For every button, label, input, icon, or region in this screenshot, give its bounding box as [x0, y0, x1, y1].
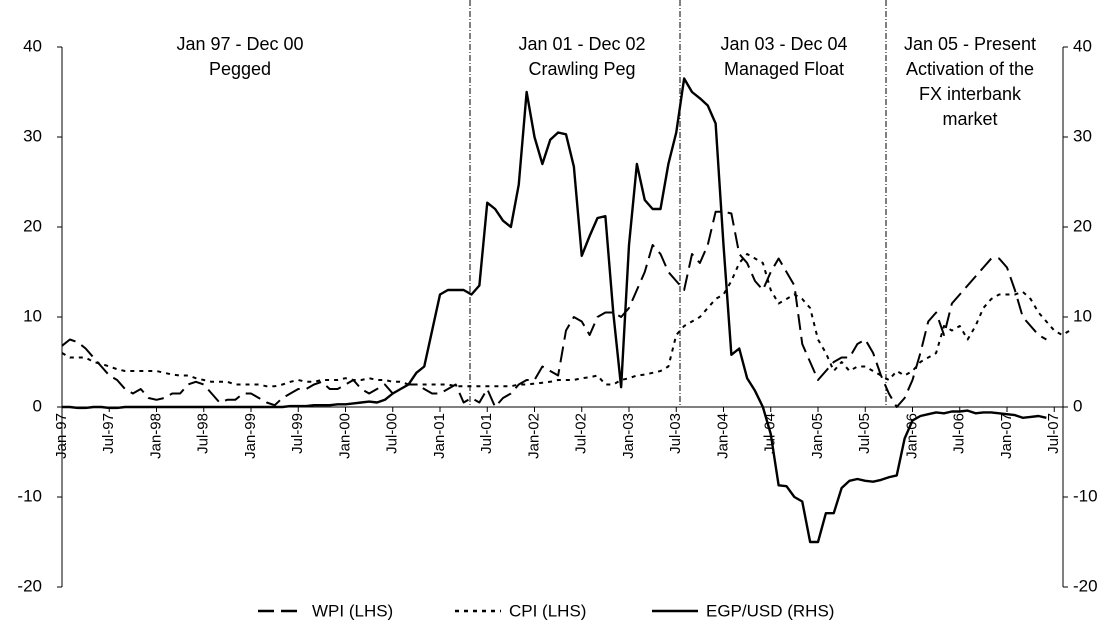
x-tick-label: Jan-98: [147, 413, 164, 459]
period-annotation: Pegged: [209, 59, 271, 79]
y2-tick-label: 30: [1073, 126, 1092, 145]
series-line: [61, 253, 1071, 388]
x-tick-label: Jul-07: [1045, 413, 1062, 454]
y-tick-label: -20: [17, 576, 42, 595]
y2-tick-label: 40: [1073, 36, 1092, 55]
x-tick-label: Jan-97: [53, 413, 70, 459]
x-tick-label: Jan-04: [714, 413, 731, 459]
y-tick-label: 40: [23, 36, 42, 55]
legend-label: CPI (LHS): [509, 601, 586, 620]
period-annotation: Jan 01 - Dec 02: [518, 34, 645, 54]
x-tick-label: Jul-05: [856, 413, 873, 454]
y2-tick-label: -10: [1073, 486, 1098, 505]
y-tick-label: 20: [23, 216, 42, 235]
x-tick-label: Jan-00: [336, 413, 353, 459]
x-tick-label: Jul-03: [667, 413, 684, 454]
x-tick-label: Jan-05: [809, 413, 826, 459]
y-tick-label: -10: [17, 486, 42, 505]
x-tick-label: Jul-00: [384, 413, 401, 454]
series-line: [62, 77, 1047, 544]
legend-label: WPI (LHS): [312, 601, 393, 620]
x-tick-label: Jul-99: [289, 413, 306, 454]
x-tick-label: Jan-02: [525, 413, 542, 459]
period-annotation: Managed Float: [724, 59, 844, 79]
y2-tick-label: 0: [1073, 396, 1082, 415]
x-tick-label: Jul-98: [195, 413, 212, 454]
x-tick-label: Jan-03: [620, 413, 637, 459]
x-tick-label: Jul-06: [951, 413, 968, 454]
period-annotation: Jan 05 - Present: [904, 34, 1036, 54]
x-tick-label: Jan-07: [998, 413, 1015, 459]
x-tick-label: Jul-01: [478, 413, 495, 454]
x-tick-label: Jan-06: [903, 413, 920, 459]
x-tick-label: Jan-99: [242, 413, 259, 459]
period-annotation: FX interbank: [919, 84, 1022, 104]
x-tick-label: Jul-02: [573, 413, 590, 454]
y-tick-label: 10: [23, 306, 42, 325]
series-line: [61, 210, 1047, 408]
period-annotation: Jan 03 - Dec 04: [720, 34, 847, 54]
y-tick-label: 30: [23, 126, 42, 145]
x-tick-label: Jan-01: [431, 413, 448, 459]
period-annotation: Jan 97 - Dec 00: [176, 34, 303, 54]
period-annotation: Activation of the: [906, 59, 1034, 79]
y2-tick-label: 10: [1073, 306, 1092, 325]
period-annotation: Crawling Peg: [528, 59, 635, 79]
y2-tick-label: 20: [1073, 216, 1092, 235]
y-tick-label: 0: [33, 396, 42, 415]
legend-label: EGP/USD (RHS): [706, 601, 834, 620]
period-annotation: market: [942, 109, 997, 129]
x-tick-label: Jul-97: [100, 413, 117, 454]
y2-tick-label: -20: [1073, 576, 1098, 595]
